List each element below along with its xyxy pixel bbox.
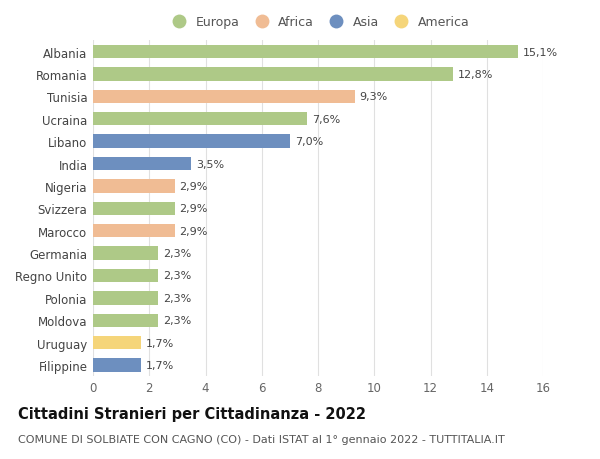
Bar — [93, 157, 191, 171]
Text: 2,9%: 2,9% — [179, 204, 208, 214]
Text: 2,3%: 2,3% — [163, 248, 191, 258]
Bar — [93, 314, 158, 327]
Bar — [93, 68, 453, 82]
Bar — [93, 247, 158, 260]
Text: 3,5%: 3,5% — [197, 159, 224, 169]
Text: 2,3%: 2,3% — [163, 293, 191, 303]
Bar — [93, 180, 175, 193]
Text: Cittadini Stranieri per Cittadinanza - 2022: Cittadini Stranieri per Cittadinanza - 2… — [18, 406, 366, 421]
Text: 9,3%: 9,3% — [359, 92, 388, 102]
Text: 1,7%: 1,7% — [146, 360, 174, 370]
Bar — [93, 358, 141, 372]
Text: 7,0%: 7,0% — [295, 137, 323, 147]
Legend: Europa, Africa, Asia, America: Europa, Africa, Asia, America — [164, 14, 472, 32]
Text: 15,1%: 15,1% — [523, 47, 558, 57]
Text: 2,3%: 2,3% — [163, 271, 191, 281]
Bar — [93, 336, 141, 350]
Bar — [93, 90, 355, 104]
Text: 12,8%: 12,8% — [458, 70, 493, 80]
Text: COMUNE DI SOLBIATE CON CAGNO (CO) - Dati ISTAT al 1° gennaio 2022 - TUTTITALIA.I: COMUNE DI SOLBIATE CON CAGNO (CO) - Dati… — [18, 434, 505, 444]
Text: 7,6%: 7,6% — [312, 114, 340, 124]
Text: 2,9%: 2,9% — [179, 226, 208, 236]
Text: 1,7%: 1,7% — [146, 338, 174, 348]
Bar — [93, 135, 290, 149]
Bar — [93, 113, 307, 126]
Text: 2,9%: 2,9% — [179, 181, 208, 191]
Bar — [93, 46, 518, 59]
Bar — [93, 269, 158, 283]
Bar — [93, 291, 158, 305]
Text: 2,3%: 2,3% — [163, 315, 191, 325]
Bar — [93, 202, 175, 216]
Bar — [93, 224, 175, 238]
